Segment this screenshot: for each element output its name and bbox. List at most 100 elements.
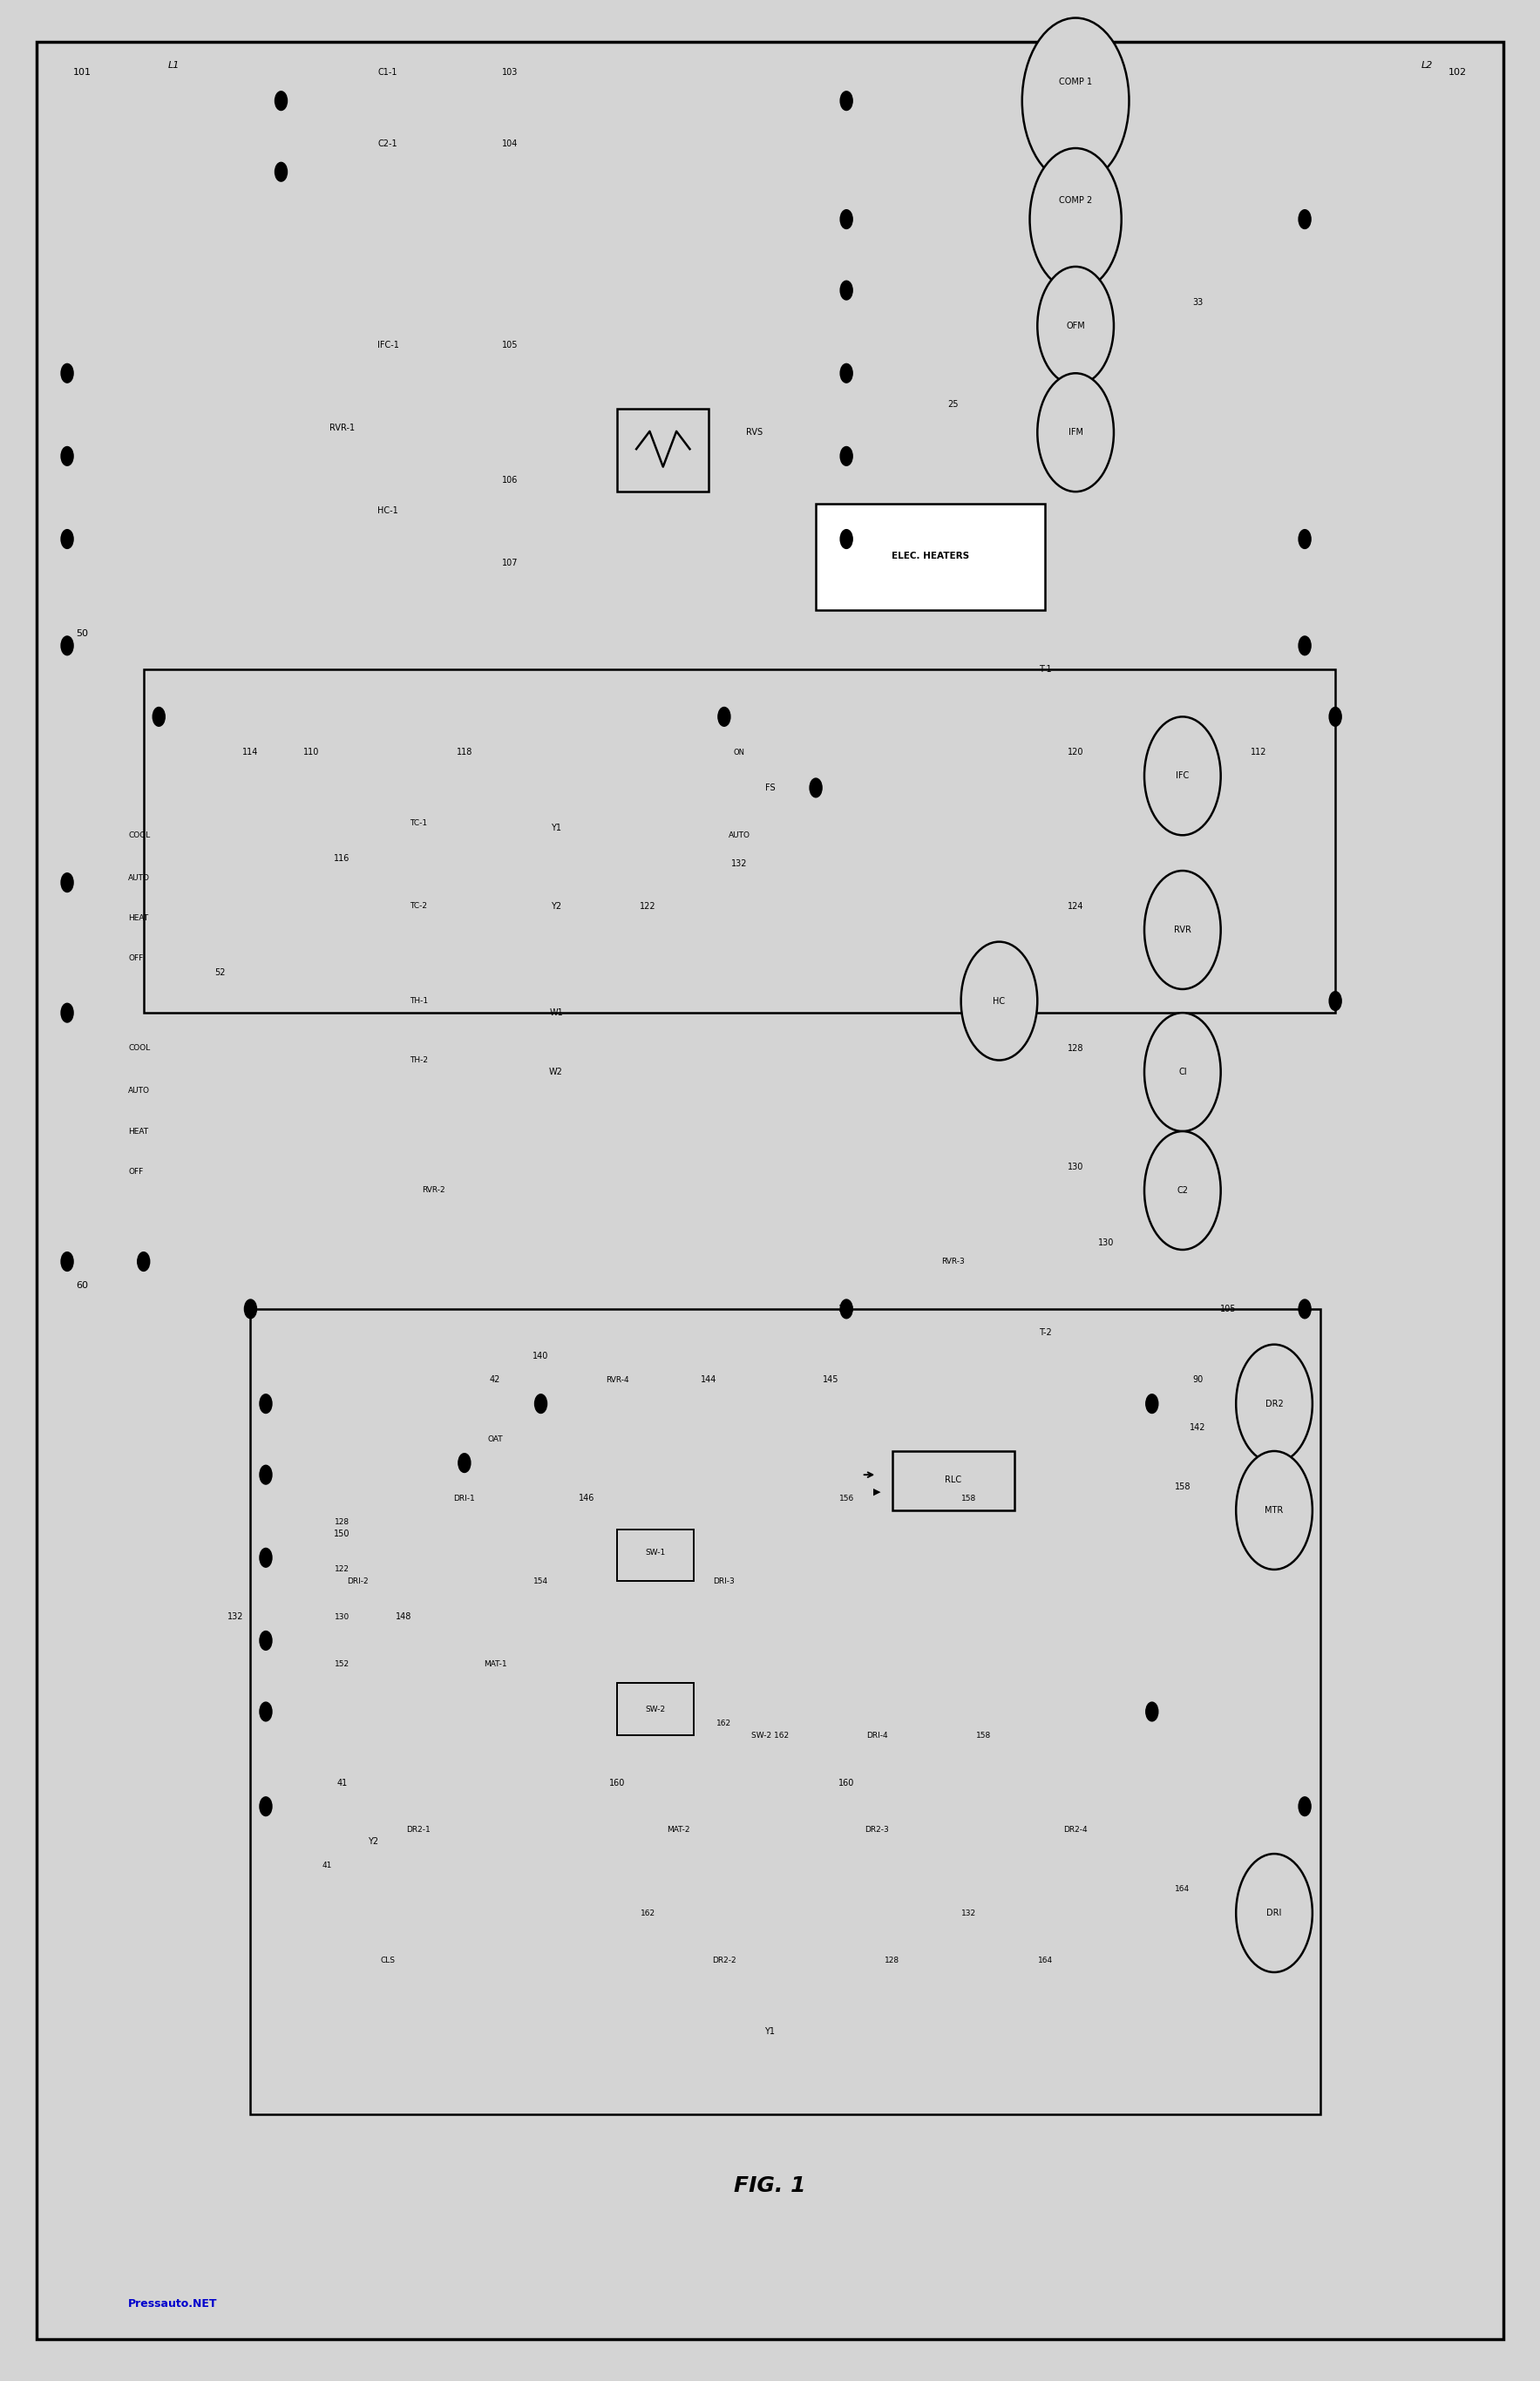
Text: Pressauto.NET: Pressauto.NET xyxy=(128,2298,217,2310)
Text: HEAT: HEAT xyxy=(128,1126,148,1136)
Text: 154: 154 xyxy=(533,1579,548,1586)
Circle shape xyxy=(260,1464,273,1483)
Circle shape xyxy=(62,874,74,893)
Circle shape xyxy=(62,636,74,655)
Circle shape xyxy=(1030,148,1121,290)
Circle shape xyxy=(841,448,853,467)
Circle shape xyxy=(1298,210,1311,229)
Text: 102: 102 xyxy=(838,1305,855,1314)
Text: C2-1: C2-1 xyxy=(379,138,397,148)
Text: DR2-1: DR2-1 xyxy=(407,1826,431,1833)
Bar xyxy=(143,669,1335,1012)
Text: 112: 112 xyxy=(1250,748,1267,757)
Bar xyxy=(143,633,1366,1024)
Text: L1: L1 xyxy=(168,62,180,69)
Text: IFM: IFM xyxy=(1069,429,1083,436)
Text: OFM: OFM xyxy=(1066,321,1086,331)
Text: 110: 110 xyxy=(303,748,320,757)
Text: RVR-4: RVR-4 xyxy=(605,1376,628,1383)
Text: TC-1: TC-1 xyxy=(410,819,428,826)
Text: ELEC. HEATERS: ELEC. HEATERS xyxy=(892,552,969,560)
Text: 130: 130 xyxy=(1098,1238,1113,1248)
Bar xyxy=(618,1529,693,1581)
Text: 162: 162 xyxy=(716,1719,732,1729)
Text: HC: HC xyxy=(993,998,1006,1005)
Text: 164: 164 xyxy=(1038,1957,1052,1964)
Circle shape xyxy=(1298,636,1311,655)
Text: RVR: RVR xyxy=(1173,926,1192,933)
Text: 118: 118 xyxy=(456,748,473,757)
Text: 25: 25 xyxy=(949,400,959,410)
Text: DRI-2: DRI-2 xyxy=(346,1579,368,1586)
Text: SW-2: SW-2 xyxy=(645,1705,665,1714)
Text: 124: 124 xyxy=(1067,902,1084,910)
Text: 164: 164 xyxy=(1175,1886,1190,1893)
Text: 116: 116 xyxy=(334,855,350,864)
Text: HC-1: HC-1 xyxy=(377,507,399,514)
Circle shape xyxy=(62,529,74,548)
Text: 145: 145 xyxy=(822,1376,839,1383)
Text: L2: L2 xyxy=(1421,62,1432,69)
Text: DRI-4: DRI-4 xyxy=(865,1731,887,1738)
Text: 158: 158 xyxy=(961,1495,976,1502)
Text: AUTO: AUTO xyxy=(728,831,750,838)
Circle shape xyxy=(841,364,853,383)
Text: Y1: Y1 xyxy=(765,2026,775,2036)
Text: DRI-1: DRI-1 xyxy=(454,1495,476,1502)
Text: 101: 101 xyxy=(74,69,91,76)
Circle shape xyxy=(841,529,853,548)
Text: 140: 140 xyxy=(533,1352,548,1360)
Circle shape xyxy=(841,90,853,110)
Text: DR2-2: DR2-2 xyxy=(711,1957,736,1964)
Text: 90: 90 xyxy=(1192,1376,1203,1383)
Text: 152: 152 xyxy=(334,1660,350,1669)
Text: 160: 160 xyxy=(838,1779,855,1788)
Text: DR2: DR2 xyxy=(1266,1400,1283,1407)
Text: RVS: RVS xyxy=(747,429,762,436)
Text: OFF: OFF xyxy=(128,1167,143,1176)
Bar xyxy=(251,1310,1320,2114)
Circle shape xyxy=(1144,871,1221,988)
Text: TH-1: TH-1 xyxy=(410,998,428,1005)
Text: SW-1: SW-1 xyxy=(645,1550,665,1557)
Text: HEAT: HEAT xyxy=(128,914,148,921)
Circle shape xyxy=(1329,990,1341,1010)
Text: 105: 105 xyxy=(502,340,519,350)
Circle shape xyxy=(841,281,853,300)
Circle shape xyxy=(1038,267,1113,386)
Text: 104: 104 xyxy=(502,138,519,148)
Circle shape xyxy=(245,1300,257,1319)
Text: 128: 128 xyxy=(886,1957,899,1964)
Circle shape xyxy=(1144,1131,1221,1250)
Circle shape xyxy=(1237,1450,1312,1569)
Circle shape xyxy=(459,1452,471,1471)
Circle shape xyxy=(841,210,853,229)
Circle shape xyxy=(276,162,286,181)
Text: 148: 148 xyxy=(396,1612,411,1621)
Text: AUTO: AUTO xyxy=(128,874,149,881)
Bar xyxy=(618,1683,693,1736)
Circle shape xyxy=(718,707,730,726)
Text: W1: W1 xyxy=(550,1010,564,1017)
Text: 120: 120 xyxy=(1067,748,1084,757)
Circle shape xyxy=(137,1252,149,1271)
Text: MAT-1: MAT-1 xyxy=(484,1660,507,1669)
Circle shape xyxy=(62,1252,74,1271)
Circle shape xyxy=(260,1395,273,1414)
Text: COOL: COOL xyxy=(128,1045,151,1052)
Text: 41: 41 xyxy=(337,1779,348,1788)
Text: 132: 132 xyxy=(961,1910,976,1917)
Text: T-1: T-1 xyxy=(1038,664,1052,674)
Circle shape xyxy=(62,1002,74,1021)
Circle shape xyxy=(1329,707,1341,726)
Text: 156: 156 xyxy=(839,1495,853,1502)
Text: IFC-1: IFC-1 xyxy=(377,340,399,350)
Text: 107: 107 xyxy=(502,560,519,567)
Text: OAT: OAT xyxy=(487,1436,502,1443)
Text: 41: 41 xyxy=(322,1862,331,1869)
Bar xyxy=(143,1262,1366,2138)
Text: 60: 60 xyxy=(77,1281,88,1291)
Text: MTR: MTR xyxy=(1264,1505,1283,1514)
Circle shape xyxy=(534,1395,547,1414)
Circle shape xyxy=(961,943,1038,1060)
